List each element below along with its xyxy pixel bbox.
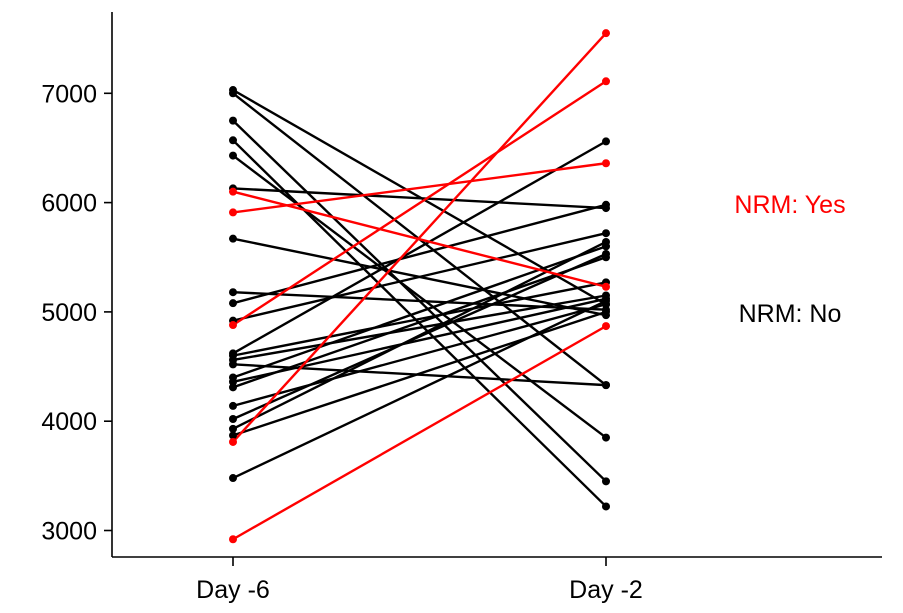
series-line-nrm-no (232, 240, 607, 430)
data-point-nrm-no (229, 401, 237, 410)
data-point-nrm-yes (229, 535, 237, 544)
legend: NRM: Yes NRM: No (734, 191, 845, 328)
series-line-nrm-yes (232, 325, 607, 541)
series-line-nrm-no (232, 187, 607, 210)
data-point-nrm-yes (602, 159, 610, 168)
x-tick-label: Day -6 (196, 576, 270, 604)
data-point-nrm-no (229, 424, 237, 433)
data-point-nrm-no (229, 288, 237, 297)
data-point-nrm-yes (229, 208, 237, 217)
data-point-nrm-no (229, 151, 237, 160)
series-line-nrm-no (232, 232, 607, 322)
data-point-nrm-yes (229, 437, 237, 446)
series-line-nrm-no (232, 154, 607, 439)
y-tick-label: 4000 (41, 408, 97, 436)
data-point-nrm-no (229, 360, 237, 369)
data-point-nrm-no (229, 377, 237, 386)
series-line-nrm-yes (232, 80, 607, 327)
y-tick-label: 5000 (41, 299, 97, 327)
data-point-nrm-yes (229, 321, 237, 330)
series-line-nrm-no (232, 256, 607, 389)
data-point-nrm-yes (602, 322, 610, 331)
series-line-nrm-no (232, 203, 607, 305)
data-point-nrm-yes (602, 282, 610, 291)
data-point-nrm-no (602, 137, 610, 146)
data-point-nrm-no (602, 229, 610, 238)
y-tick-label: 3000 (41, 518, 97, 546)
series-line-nrm-no (232, 294, 607, 362)
data-point-nrm-no (229, 383, 237, 392)
series-line-nrm-no (232, 299, 607, 480)
data-point-nrm-no (229, 431, 237, 440)
legend-label-nrm-no: NRM: No (739, 300, 842, 328)
series-line-nrm-no (232, 310, 607, 437)
data-point-nrm-yes (602, 77, 610, 86)
data-point-nrm-no (602, 296, 610, 305)
series-line-nrm-yes (232, 162, 607, 214)
data-point-nrm-no (602, 307, 610, 316)
series-points (229, 29, 610, 544)
series-lines (232, 32, 607, 541)
data-point-nrm-yes (602, 29, 610, 38)
y-tick-label: 7000 (41, 80, 97, 108)
series-line-nrm-no (232, 281, 607, 357)
series-line-nrm-no (232, 297, 607, 384)
data-point-nrm-no (602, 502, 610, 511)
data-point-nrm-no (602, 477, 610, 486)
data-point-nrm-no (602, 381, 610, 390)
series-line-nrm-no (232, 140, 607, 355)
data-point-nrm-no (229, 234, 237, 243)
data-point-nrm-no (229, 89, 237, 98)
data-point-nrm-no (229, 116, 237, 125)
legend-label-nrm-yes: NRM: Yes (734, 191, 845, 219)
data-point-nrm-no (602, 249, 610, 258)
series-line-nrm-yes (232, 32, 607, 443)
y-tick-label: 6000 (41, 190, 97, 218)
x-tick-label: Day -2 (569, 576, 643, 604)
data-point-nrm-no (229, 299, 237, 308)
data-point-nrm-no (602, 237, 610, 246)
data-point-nrm-no (602, 433, 610, 442)
series-line-nrm-no (232, 303, 607, 408)
axes (111, 12, 882, 558)
series-line-nrm-no (232, 245, 607, 379)
data-point-nrm-no (229, 415, 237, 424)
y-ticks: 3000 4000 5000 6000 7000 (41, 80, 112, 546)
x-ticks: Day -6 Day -2 (196, 557, 643, 604)
data-point-nrm-no (229, 474, 237, 483)
data-point-nrm-no (602, 200, 610, 209)
data-point-nrm-yes (229, 187, 237, 196)
data-point-nrm-no (229, 136, 237, 145)
